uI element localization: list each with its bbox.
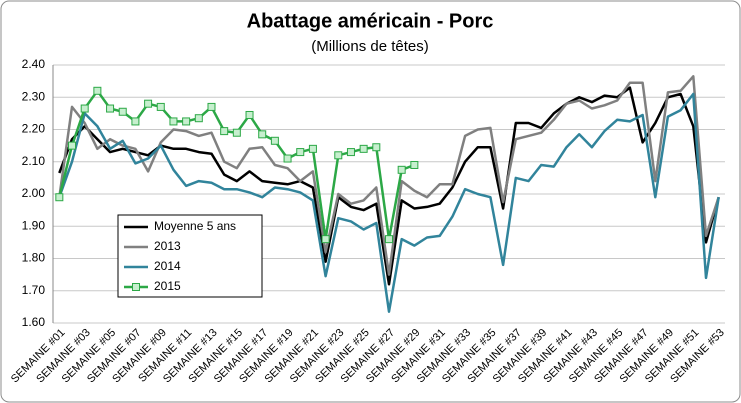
point-marker [182,117,191,126]
point-marker [131,117,140,126]
y-tick-label: 1.80 [22,251,46,265]
legend-label: Moyenne 5 ans [154,219,236,233]
point-marker [220,127,229,136]
point-marker [194,114,203,123]
y-tick-label: 2.20 [22,122,46,136]
point-marker [68,141,77,150]
point-marker [118,107,127,116]
chart-title: Abattage américain - Porc [247,10,494,32]
point-marker [296,148,305,157]
point-marker [80,104,89,113]
point-marker [372,143,381,152]
point-marker [258,130,267,139]
legend-marker [132,283,140,291]
point-marker [144,99,153,108]
y-tick-label: 2.40 [22,57,46,71]
legend-label: 2014 [154,259,181,273]
point-marker [55,193,64,202]
point-marker [232,128,241,137]
y-tick-label: 1.70 [22,283,46,297]
point-marker [207,102,216,111]
y-tick-label: 1.90 [22,218,46,232]
point-marker [156,102,165,111]
legend-label: 2015 [154,279,181,293]
legend-box [117,214,263,298]
point-marker [245,110,254,119]
point-marker [397,165,406,174]
y-tick-label: 2.30 [22,89,46,103]
y-tick-label: 2.10 [22,154,46,168]
legend-label: 2013 [154,239,181,253]
point-marker [93,86,102,95]
point-marker [106,104,115,113]
point-marker [308,144,317,153]
point-marker [334,151,343,160]
point-marker [321,235,330,244]
point-marker [385,235,393,244]
y-tick-label: 1.60 [22,315,46,329]
point-marker [270,136,279,145]
chart-subtitle: (Millions de têtes) [311,38,429,55]
series-line [58,86,720,286]
series-line [58,75,720,276]
point-marker [283,154,292,163]
point-marker [359,144,368,153]
point-marker [410,160,419,169]
point-marker [346,148,355,157]
point-marker [169,117,178,126]
y-tick-label: 2.00 [22,186,46,200]
series-line [58,92,720,313]
